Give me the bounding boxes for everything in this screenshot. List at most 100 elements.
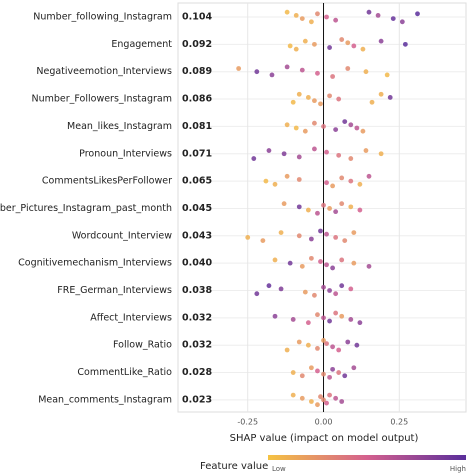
shap-dot <box>348 156 354 161</box>
shap-dot <box>333 209 339 215</box>
shap-dot <box>354 342 360 348</box>
shap-dot <box>272 313 278 319</box>
feature-label: Number_following_Instagram <box>33 12 172 23</box>
shap-dot <box>272 257 278 263</box>
shap-dot <box>339 257 345 263</box>
legend-gradient <box>268 455 466 460</box>
shap-dot <box>272 181 278 187</box>
mean-value-label: 0.081 <box>182 121 212 132</box>
mean-value-label: 0.028 <box>182 367 212 378</box>
shap-dot <box>360 128 366 134</box>
shap-dot <box>315 312 320 318</box>
shap-dot <box>375 13 381 18</box>
shap-dot <box>390 16 396 21</box>
shap-dot <box>327 288 332 293</box>
shap-dot <box>299 395 305 401</box>
shap-dot <box>296 177 302 182</box>
shap-dot <box>269 72 275 78</box>
shap-dot <box>339 201 345 207</box>
shap-dot <box>345 40 351 46</box>
mean-value-label: 0.032 <box>182 312 212 323</box>
shap-dot <box>302 289 308 295</box>
shap-dot <box>299 16 305 21</box>
shap-dot <box>324 14 329 20</box>
shap-dot <box>330 265 336 271</box>
shap-dot <box>351 365 357 371</box>
shap-dot <box>366 173 372 179</box>
shap-dot <box>284 9 290 15</box>
shap-dot <box>251 156 257 161</box>
feature-label: FRE_German_Interviews <box>57 285 172 296</box>
shap-dot <box>305 207 311 213</box>
shap-dot <box>324 149 329 155</box>
shap-dot <box>308 236 314 242</box>
feature-label: Mean_comments_Instagram <box>38 394 172 405</box>
shap-dot <box>327 206 332 211</box>
shap-dot <box>339 283 345 289</box>
shap-dot <box>348 178 354 184</box>
shap-dot <box>369 99 375 105</box>
feature-label: Cognitivemechanism_Interviews <box>18 258 172 269</box>
shap-dot <box>260 238 266 244</box>
x-tick-label: 0.25 <box>390 418 408 427</box>
shap-dot <box>321 315 326 321</box>
shap-dot <box>324 262 329 268</box>
shap-dot <box>327 374 332 380</box>
shap-dot <box>378 38 384 44</box>
mean-value-label: 0.086 <box>182 94 212 105</box>
mean-value-label: 0.092 <box>182 39 212 50</box>
shap-dot <box>321 284 326 290</box>
shap-dot <box>318 259 323 264</box>
shap-dot <box>318 228 323 234</box>
shap-dot <box>254 291 260 297</box>
shap-dot <box>293 13 299 18</box>
shap-dot <box>342 238 348 244</box>
shap-dot <box>330 366 336 372</box>
shap-dot <box>339 37 345 42</box>
shap-dot <box>399 19 405 25</box>
shap-dot <box>366 263 372 269</box>
x-tick-label: 0.00 <box>315 418 333 427</box>
shap-dot <box>293 125 299 131</box>
shap-dot <box>321 202 326 208</box>
shap-dot <box>299 67 305 73</box>
shap-dot <box>363 148 369 153</box>
shap-dot <box>278 230 284 236</box>
shap-dot <box>402 41 408 47</box>
shap-dot <box>290 99 296 105</box>
shap-dot <box>308 255 314 261</box>
mean-value-label: 0.089 <box>182 66 212 77</box>
plot-panel <box>177 2 467 413</box>
shap-dot <box>324 400 329 406</box>
mean-value-label: 0.040 <box>182 258 212 269</box>
shap-dot <box>293 46 299 52</box>
shap-dot <box>339 175 345 181</box>
shap-dot <box>387 95 393 100</box>
shap-dot <box>327 93 332 99</box>
shap-dot <box>305 320 311 326</box>
shap-dot <box>266 283 272 289</box>
shap-dot <box>312 98 317 104</box>
mean-value-label: 0.045 <box>182 203 212 214</box>
shap-dot <box>357 320 363 326</box>
shap-dot <box>354 125 360 131</box>
shap-dot <box>296 154 302 160</box>
legend-low: Low <box>272 465 286 473</box>
shap-dot <box>284 64 290 70</box>
shap-dot <box>312 146 317 152</box>
shap-dot <box>336 347 342 353</box>
mean-value-label: 0.043 <box>182 230 212 241</box>
feature-label: CommentLike_Ratio <box>77 367 172 378</box>
shap-dot <box>296 339 302 345</box>
mean-value-label: 0.038 <box>182 285 212 296</box>
shap-dot <box>360 46 366 52</box>
shap-dot <box>287 260 293 266</box>
shap-dot <box>315 368 320 374</box>
shap-dot <box>327 45 332 50</box>
feature-label: Number_Followers_Instagram <box>32 94 173 105</box>
shap-dot <box>333 310 339 316</box>
shap-dot <box>333 291 339 297</box>
shap-dot <box>321 338 326 343</box>
shap-dot <box>327 392 332 398</box>
